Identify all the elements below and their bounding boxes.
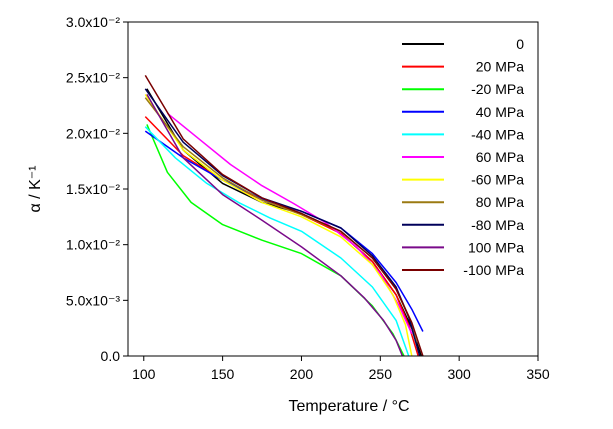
series-line-6 [144,93,413,357]
series-line-7 [144,97,418,343]
x-tick-label: 350 [526,366,550,382]
y-tick-label: 2.0x10⁻² [66,125,120,141]
x-tick-label: 150 [211,366,235,382]
legend-label-3: 40 MPa [476,104,524,120]
series-line-5 [166,112,413,335]
legend-label-2: -20 MPa [471,81,524,97]
legend-label-9: 100 MPa [468,239,524,255]
y-tick-label: 5.0x10⁻³ [66,292,120,308]
legend-label-5: 60 MPa [476,149,524,165]
legend-label-1: 20 MPa [476,59,524,75]
series-layer [144,75,424,357]
series-line-10 [144,75,424,357]
legend: 0 20 MPa -20 MPa 40 MPa -40 MPa 60 MPa -60 MPa… [402,36,524,278]
y-axis-title: α / K⁻¹ [27,165,44,212]
series-line-9 [146,94,404,357]
legend-label-6: -60 MPa [471,172,524,188]
x-tick-label: 200 [290,366,314,382]
series-line-1 [144,116,419,357]
legend-label-10: -100 MPa [463,262,524,278]
y-tick-label: 0.0 [101,348,121,364]
tick-layer: 100 150 200 250 300 350 0.0 5.0x10⁻³ 1.0x10⁻² 1.5… [66,14,550,382]
y-tick-label: 1.5x10⁻² [66,181,120,197]
y-tick-label: 1.0x10⁻² [66,237,120,253]
y-tick-label: 3.0x10⁻² [66,14,120,30]
x-axis-title: Temperature / °C [288,398,409,415]
x-tick-label: 250 [369,366,393,382]
legend-label-4: -40 MPa [471,126,524,142]
series-line-4 [144,126,410,357]
legend-label-0: 0 [516,36,524,52]
legend-label-8: -80 MPa [471,217,524,233]
x-tick-label: 100 [132,366,156,382]
y-tick-label: 2.5x10⁻² [66,70,120,86]
x-tick-label: 300 [447,366,471,382]
legend-label-7: 80 MPa [476,194,524,210]
